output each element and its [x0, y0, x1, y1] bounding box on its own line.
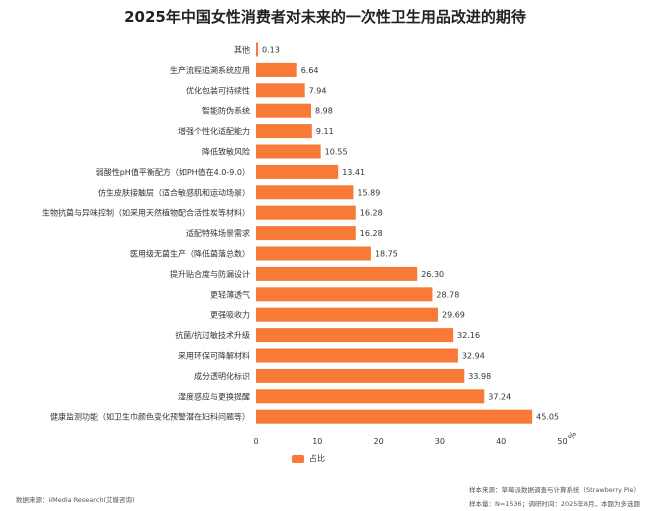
category-label: 弱酸性pH值平衡配方（如PH值在4.0-9.0） — [96, 167, 250, 177]
value-label: 6.64 — [301, 66, 319, 75]
x-tick-label: 50 — [557, 437, 567, 446]
value-label: 9.11 — [316, 127, 334, 136]
value-label: 26.30 — [421, 270, 444, 279]
x-tick-label: 30 — [435, 437, 445, 446]
bar — [256, 164, 339, 179]
category-label: 湿度感应与更换提醒 — [178, 391, 250, 401]
value-label: 45.05 — [536, 413, 559, 422]
category-label: 其他 — [234, 45, 250, 55]
bar — [256, 205, 356, 220]
bar — [256, 124, 312, 139]
bar — [256, 62, 297, 77]
legend-swatch — [292, 454, 304, 463]
value-label: 16.28 — [360, 229, 383, 238]
bar — [256, 409, 533, 424]
chart-title: 2025年中国女性消费者对未来的一次性卫生用品改进的期待 — [124, 8, 526, 26]
value-label: 16.28 — [360, 209, 383, 218]
value-label: 7.94 — [309, 86, 327, 95]
bar — [256, 185, 354, 200]
category-label: 生物抗菌与异味控制（如采用天然植物配合活性炭等材料） — [42, 208, 250, 218]
category-label: 更强吸收力 — [210, 310, 250, 320]
x-tick-label: 20 — [374, 437, 384, 446]
bar — [256, 287, 433, 302]
value-label: 13.41 — [342, 168, 365, 177]
legend: 占比 — [292, 453, 325, 464]
x-tick-label: 40 — [496, 437, 506, 446]
value-label: 18.75 — [375, 250, 398, 259]
sample-info-note: 样本量：N=1536；调研时间：2025年8月，本题为多选题 — [468, 500, 640, 508]
category-label: 提升贴合度与防漏设计 — [170, 269, 250, 279]
category-label: 更轻薄透气 — [210, 289, 250, 299]
value-label: 0.13 — [262, 46, 280, 55]
category-label: 优化包装可持续性 — [186, 85, 250, 95]
category-label: 健康监测功能（如卫生巾颜色变化预警潜在妇科问题等） — [50, 412, 250, 422]
category-label: 仿生皮肤接触层（适合敏感肌和运动场景） — [98, 187, 250, 197]
bar — [256, 328, 454, 343]
category-label: 采用环保可降解材料 — [178, 351, 250, 361]
category-label: 成分透明化标识 — [194, 371, 250, 381]
bar — [256, 266, 418, 281]
category-label: 适配特殊场景需求 — [186, 228, 250, 238]
bar — [256, 246, 371, 261]
value-label: 10.55 — [325, 148, 348, 157]
category-label: 降低致敏风险 — [202, 147, 250, 157]
value-label: 32.94 — [462, 352, 485, 361]
category-label: 抗菌/抗过敏技术升级 — [175, 330, 250, 340]
value-label: 33.98 — [468, 372, 491, 381]
x-unit-label: % — [567, 430, 579, 441]
legend-label: 占比 — [309, 454, 325, 463]
bar — [256, 368, 465, 383]
data-source-note: 数据来源：iiMedia Research(艾媒咨询) — [16, 496, 135, 504]
sample-source-note: 样本来源：草莓派数据调查与计算系统（Strawberry Pie） — [469, 486, 640, 494]
bar — [256, 226, 356, 241]
value-label: 28.78 — [436, 290, 459, 299]
value-label: 8.98 — [315, 107, 333, 116]
bar — [256, 83, 305, 98]
bar — [256, 144, 321, 159]
value-label: 29.69 — [442, 311, 465, 320]
value-label: 32.16 — [457, 331, 480, 340]
x-tick-label: 10 — [312, 437, 322, 446]
bar — [256, 307, 438, 322]
category-label: 生产流程追溯系统应用 — [170, 65, 250, 75]
value-label: 15.89 — [357, 188, 380, 197]
bar — [256, 348, 458, 363]
category-label: 智能防伪系统 — [202, 106, 250, 116]
bar — [256, 42, 258, 57]
bar — [256, 103, 312, 118]
bar — [256, 389, 485, 404]
value-label: 37.24 — [488, 392, 511, 401]
category-label: 医用级无菌生产（降低菌落总数） — [130, 249, 250, 259]
x-tick-label: 0 — [253, 437, 258, 446]
category-label: 增强个性化适配能力 — [178, 126, 250, 136]
